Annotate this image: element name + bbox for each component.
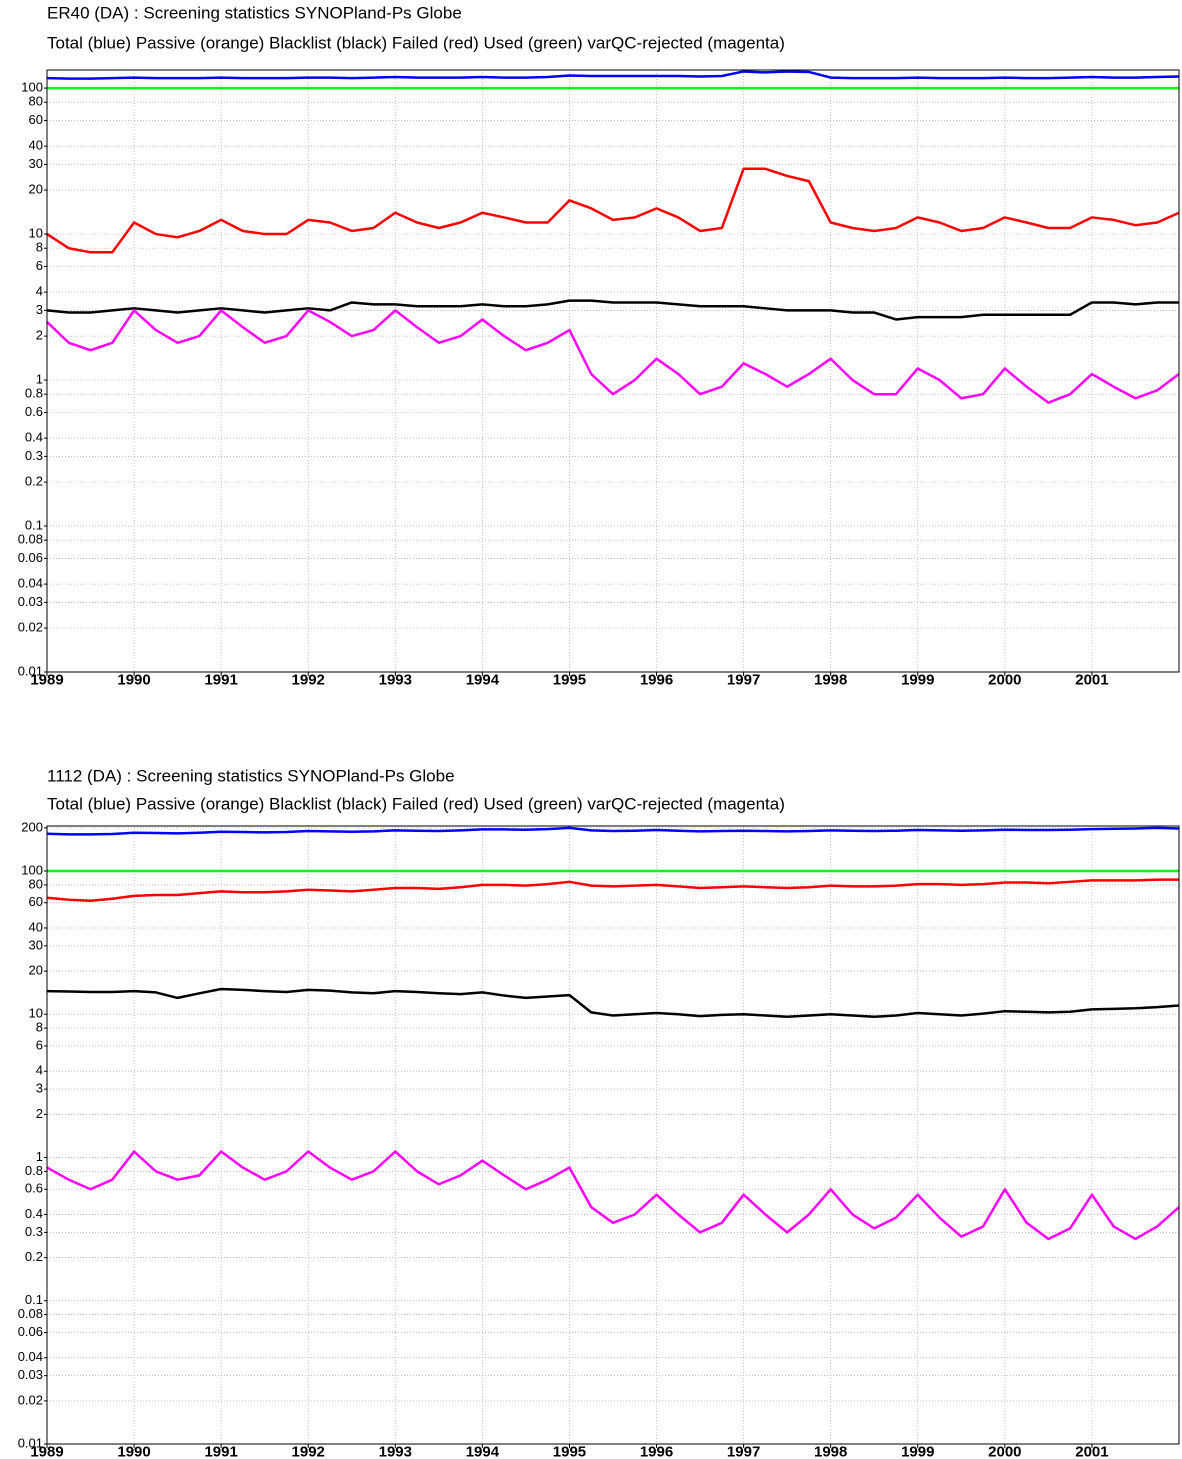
y-tick-label: 100	[21, 80, 43, 95]
series-line	[46, 878, 1179, 902]
y-tick-label: 3	[36, 1081, 43, 1096]
y-tick-label: 0.06	[18, 550, 43, 565]
y-tick-label: 2	[36, 328, 43, 343]
y-tick-label: 0.03	[18, 1367, 43, 1382]
series-line	[46, 1150, 1180, 1241]
y-tick-label: 8	[36, 1020, 43, 1035]
y-tick-label: 80	[29, 876, 43, 891]
chart-title: ER40 (DA) : Screening statistics SYNOPla…	[47, 3, 462, 22]
x-tick-label: 1993	[379, 1443, 412, 1459]
y-tick-label: 0.1	[25, 1292, 43, 1307]
y-tick-label: 40	[29, 919, 43, 934]
chart-subtitle: Total (blue) Passive (orange) Blacklist …	[47, 33, 785, 52]
y-tick-label: 4	[36, 284, 43, 299]
y-tick-label: 40	[29, 138, 43, 153]
y-tick-label: 0.01	[18, 663, 43, 678]
y-tick-label: 3	[36, 302, 43, 317]
y-tick-label: 0.02	[18, 1392, 43, 1407]
series-line	[46, 309, 1180, 404]
series-line	[46, 299, 1179, 321]
y-tick-label: 6	[36, 258, 43, 273]
x-tick-label: 1998	[814, 671, 847, 688]
x-tick-label: 1990	[117, 671, 150, 688]
chart-title: 1112 (DA) : Screening statistics SYNOPla…	[47, 766, 455, 785]
y-tick-label: 0.8	[25, 1163, 43, 1178]
y-tick-label: 60	[29, 112, 43, 127]
y-tick-label: 0.4	[25, 430, 43, 445]
y-tick-label: 20	[29, 963, 43, 978]
x-tick-label: 1991	[204, 671, 237, 688]
x-tick-label: 1997	[727, 671, 760, 688]
y-tick-label: 0.06	[18, 1324, 43, 1339]
x-tick-label: 1995	[553, 671, 586, 688]
y-tick-label: 0.02	[18, 619, 43, 634]
series-line	[46, 826, 1180, 836]
x-tick-label: 1998	[814, 1443, 847, 1459]
y-tick-label: 0.08	[18, 1306, 43, 1321]
x-tick-label: 1996	[640, 671, 673, 688]
y-tick-label: 10	[29, 225, 43, 240]
y-tick-label: 20	[29, 182, 43, 197]
y-tick-label: 0.04	[18, 1349, 43, 1364]
y-tick-label: 2	[36, 1106, 43, 1121]
x-tick-label: 1999	[901, 1443, 934, 1459]
y-tick-label: 1	[36, 1149, 43, 1164]
y-tick-label: 0.6	[25, 1181, 43, 1196]
y-tick-label: 4	[36, 1063, 43, 1078]
y-tick-label: 0.03	[18, 594, 43, 609]
x-tick-label: 1993	[379, 671, 412, 688]
x-tick-label: 1994	[466, 671, 500, 688]
series-line	[46, 70, 1180, 80]
x-tick-label: 2000	[988, 671, 1021, 688]
y-tick-label: 0.1	[25, 517, 43, 532]
y-tick-label: 10	[29, 1006, 43, 1021]
plot-frame	[46, 69, 1180, 673]
y-tick-label: 0.4	[25, 1206, 43, 1221]
y-tick-label: 0.3	[25, 448, 43, 463]
series-line	[46, 987, 1180, 1019]
y-tick-label: 0.2	[25, 1249, 43, 1264]
y-tick-label: 200	[21, 819, 43, 834]
y-tick-label: 0.3	[25, 1224, 43, 1239]
chart-subtitle: Total (blue) Passive (orange) Blacklist …	[47, 794, 785, 813]
y-tick-label: 0.04	[18, 576, 43, 591]
y-tick-label: 0.01	[18, 1435, 43, 1450]
y-tick-label: 0.08	[18, 532, 43, 547]
y-tick-label: 30	[29, 156, 43, 171]
y-tick-label: 80	[29, 94, 43, 109]
x-tick-label: 1997	[727, 1443, 760, 1459]
x-tick-label: 1992	[292, 671, 325, 688]
x-tick-label: 1989	[30, 671, 63, 688]
y-tick-label: 0.2	[25, 474, 43, 489]
x-tick-label: 1999	[901, 671, 934, 688]
x-tick-label: 2000	[988, 1443, 1021, 1459]
x-tick-label: 1994	[466, 1443, 500, 1459]
y-tick-label: 6	[36, 1037, 43, 1052]
x-tick-label: 2001	[1075, 1443, 1108, 1459]
series-line	[46, 167, 1180, 254]
y-tick-label: 0.8	[25, 386, 43, 401]
plot-frame	[46, 825, 1180, 1445]
x-tick-label: 1991	[204, 1443, 237, 1459]
x-tick-label: 1992	[292, 1443, 325, 1459]
x-tick-label: 1989	[30, 1443, 63, 1459]
x-tick-label: 2001	[1075, 671, 1108, 688]
y-tick-label: 30	[29, 937, 43, 952]
y-tick-label: 60	[29, 894, 43, 909]
y-tick-label: 1	[36, 371, 43, 386]
y-tick-label: 8	[36, 240, 43, 255]
y-tick-label: 0.6	[25, 404, 43, 419]
x-tick-label: 1995	[553, 1443, 586, 1459]
y-tick-label: 100	[21, 862, 43, 877]
x-tick-label: 1990	[117, 1443, 150, 1459]
x-tick-label: 1996	[640, 1443, 673, 1459]
